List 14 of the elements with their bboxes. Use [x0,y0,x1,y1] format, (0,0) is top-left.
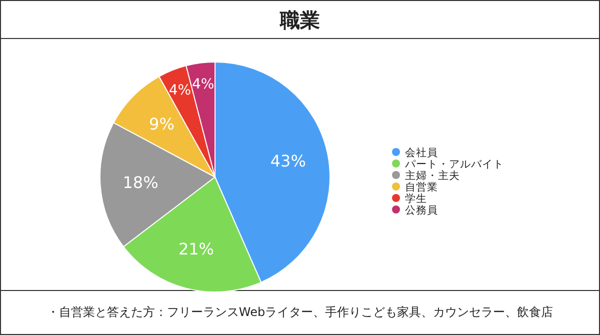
data-label: 21% [178,239,214,258]
text: ・自営業と答えた方：フリーランスWebライター、手作りこども家具、カウンセラー、飲食店 [46,305,554,319]
data-label: 9% [149,114,174,134]
data-label: 4% [168,82,192,98]
legend-label: パート・アルバイト [404,158,504,170]
data-label: 4% [192,76,214,92]
legend-label: 自営業 [405,180,438,194]
legend-label: 公務員 [405,204,438,216]
title: 職業 [280,8,320,32]
legend-label: 主婦・主夫 [405,169,460,182]
data-label: 43% [270,152,306,171]
data-label: 18% [122,172,158,192]
legend-label: 会社員 [405,146,438,159]
legend-label: 学生 [405,192,427,205]
